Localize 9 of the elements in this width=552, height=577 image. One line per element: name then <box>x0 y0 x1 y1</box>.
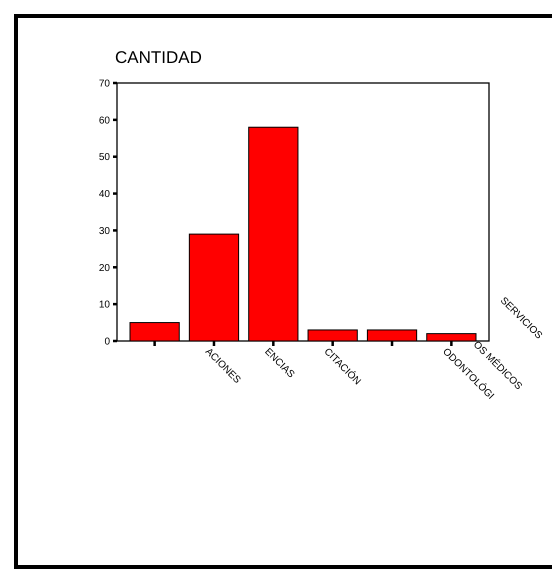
y-tick-label: 50 <box>98 152 110 164</box>
y-tick-label: 20 <box>98 262 110 274</box>
y-tick-label: 0 <box>104 336 110 348</box>
y-tick-label: 70 <box>98 78 110 90</box>
y-tick-label: 30 <box>98 226 110 237</box>
chart-title: CANTIDAD <box>115 48 202 67</box>
y-tick-label: 60 <box>98 115 110 126</box>
y-tick-label: 10 <box>98 300 110 311</box>
y-tick-label: 40 <box>98 189 110 200</box>
